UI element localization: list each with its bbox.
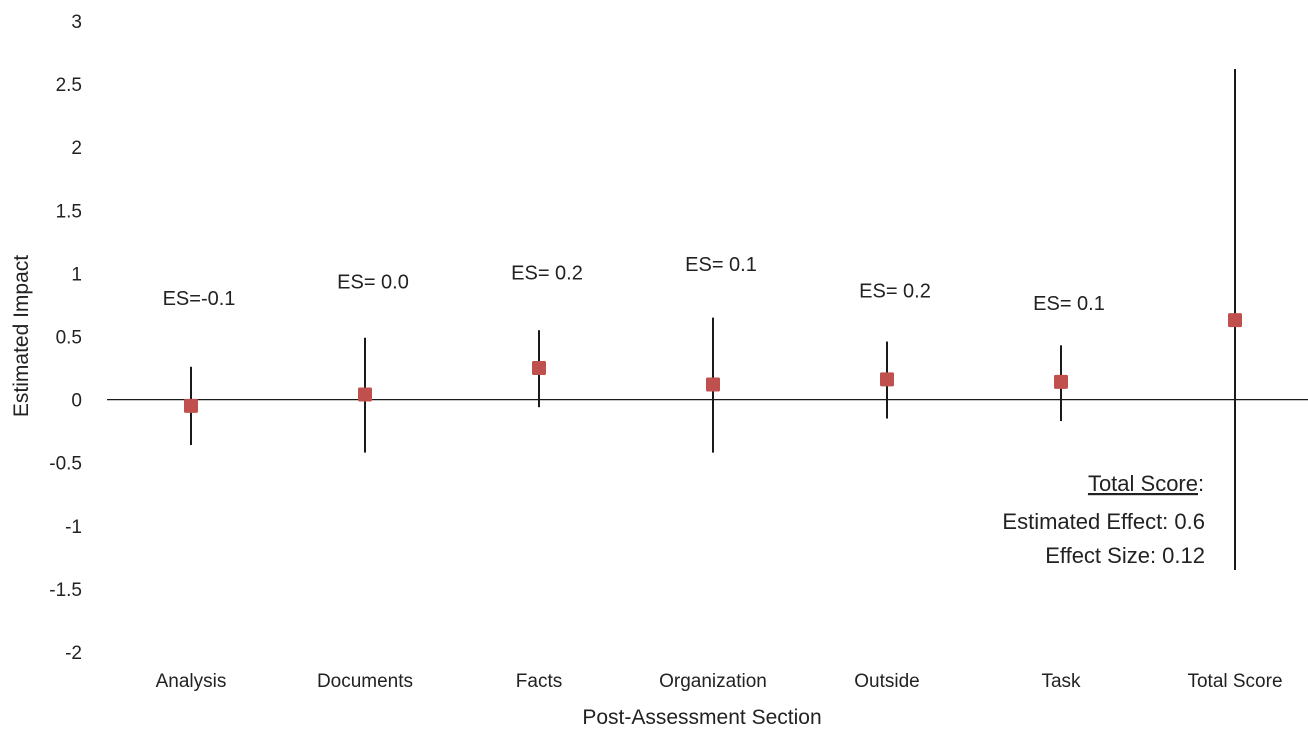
- x-axis-title: Post-Assessment Section: [582, 706, 821, 729]
- y-tick-label: -1: [65, 517, 82, 538]
- y-tick-label: 0: [71, 391, 82, 412]
- note-effect-size: Effect Size: 0.12: [1045, 543, 1205, 568]
- y-tick-label: 2: [71, 138, 82, 159]
- y-tick-label: -0.5: [49, 454, 82, 475]
- x-tick-labels: Analysis Documents Facts Organization Outsid…: [156, 671, 1283, 692]
- es-label: ES= 0.0: [337, 272, 409, 294]
- es-label: ES= 0.2: [511, 263, 583, 285]
- x-tick-label: Facts: [516, 671, 562, 692]
- effect-size-labels: ES=-0.1 ES= 0.0 ES= 0.2 ES= 0.1 ES= 0.2 ES= 0…: [163, 254, 1105, 315]
- data-point-marker: [706, 377, 720, 392]
- y-tick-label: 3: [71, 12, 82, 33]
- data-point-marker: [880, 372, 894, 387]
- y-tick-label: -2: [65, 643, 82, 664]
- es-label: ES= 0.1: [685, 254, 757, 276]
- x-tick-label: Analysis: [156, 671, 227, 692]
- y-tick-label: 0.5: [56, 328, 82, 349]
- y-tick-label: 1.5: [56, 201, 82, 222]
- note-heading: Total Score: [1088, 471, 1198, 496]
- y-tick-label: 1: [71, 264, 82, 285]
- x-tick-label: Task: [1041, 671, 1081, 692]
- data-point-marker: [532, 361, 546, 376]
- es-label: ES= 0.2: [859, 280, 931, 302]
- es-label: ES=-0.1: [163, 288, 236, 310]
- y-tick-label: 2.5: [56, 75, 82, 96]
- y-tick-labels: 3 2.5 2 1.5 1 0.5 0 -0.5 -1 -1.5 -2: [49, 12, 82, 664]
- es-label: ES= 0.1: [1033, 293, 1105, 315]
- x-tick-label: Outside: [854, 671, 919, 692]
- x-tick-label: Total Score: [1187, 671, 1282, 692]
- note-estimated-effect: Estimated Effect: 0.6: [1002, 509, 1205, 534]
- x-tick-label: Organization: [659, 671, 767, 692]
- total-score-note: Total Score : Estimated Effect: 0.6 Effe…: [1002, 471, 1205, 568]
- data-point-marker: [1054, 374, 1068, 389]
- data-point-marker: [358, 387, 372, 402]
- x-tick-label: Documents: [317, 671, 413, 692]
- data-point-marker: [1228, 313, 1242, 328]
- y-axis-title: Estimated Impact: [10, 255, 33, 417]
- note-colon: :: [1198, 471, 1204, 496]
- error-bars: [190, 68, 1236, 570]
- data-markers: [184, 313, 1242, 413]
- y-tick-label: -1.5: [49, 580, 82, 601]
- data-point-marker: [184, 398, 198, 413]
